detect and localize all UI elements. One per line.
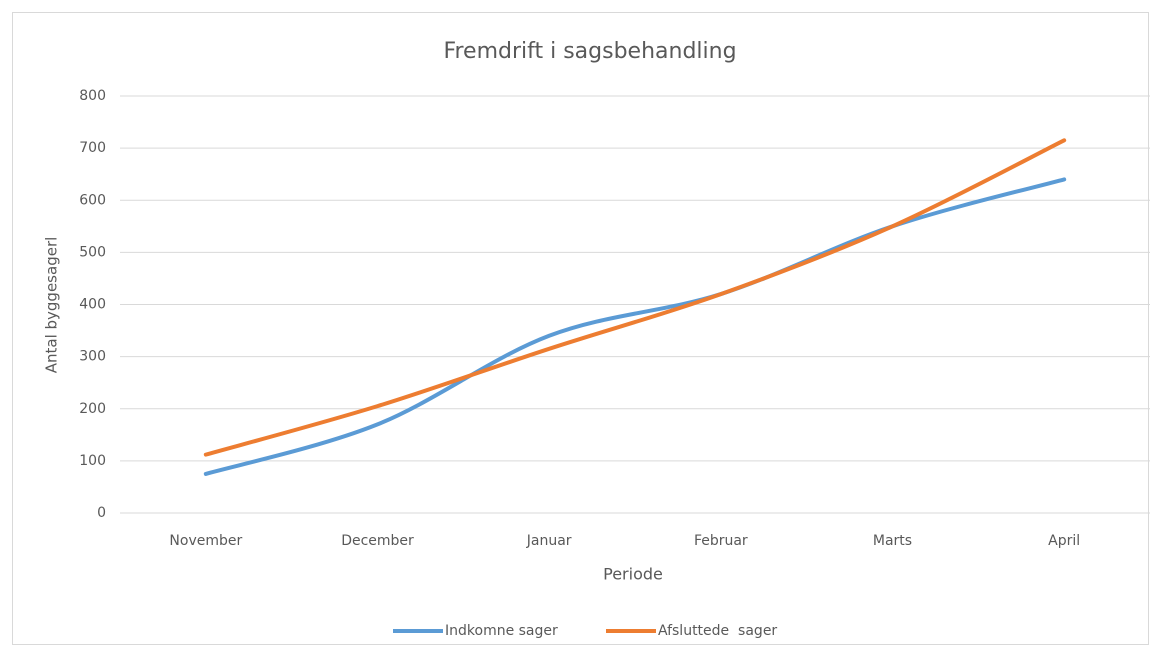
legend-label: Afsluttede sager — [658, 623, 777, 639]
line-series — [203, 177, 1067, 476]
y-tick-label: 100 — [79, 453, 106, 469]
x-tick-label: Marts — [873, 533, 912, 549]
y-axis-title: Antal byggesagerl — [43, 237, 61, 374]
y-tick-label: 300 — [79, 349, 106, 365]
x-axis-title: Periode — [603, 565, 663, 584]
x-tick-label: December — [341, 533, 414, 549]
y-tick-label: 400 — [79, 297, 106, 313]
x-tick-label: Januar — [526, 533, 572, 549]
x-tick-label: April — [1048, 533, 1080, 549]
y-tick-label: 0 — [97, 505, 106, 521]
y-tick-label: 700 — [79, 140, 106, 156]
y-tick-label: 500 — [79, 244, 106, 260]
y-tick-label: 600 — [79, 192, 106, 208]
x-tick-label: Februar — [694, 533, 748, 549]
chart-frame — [12, 12, 1149, 645]
y-tick-label: 800 — [79, 88, 106, 104]
line-series — [203, 138, 1067, 457]
chart-title: Fremdrift i sagsbehandling — [443, 39, 736, 64]
x-tick-label: November — [169, 533, 242, 549]
legend-label: Indkomne sager — [445, 623, 558, 639]
y-tick-label: 200 — [79, 401, 106, 417]
